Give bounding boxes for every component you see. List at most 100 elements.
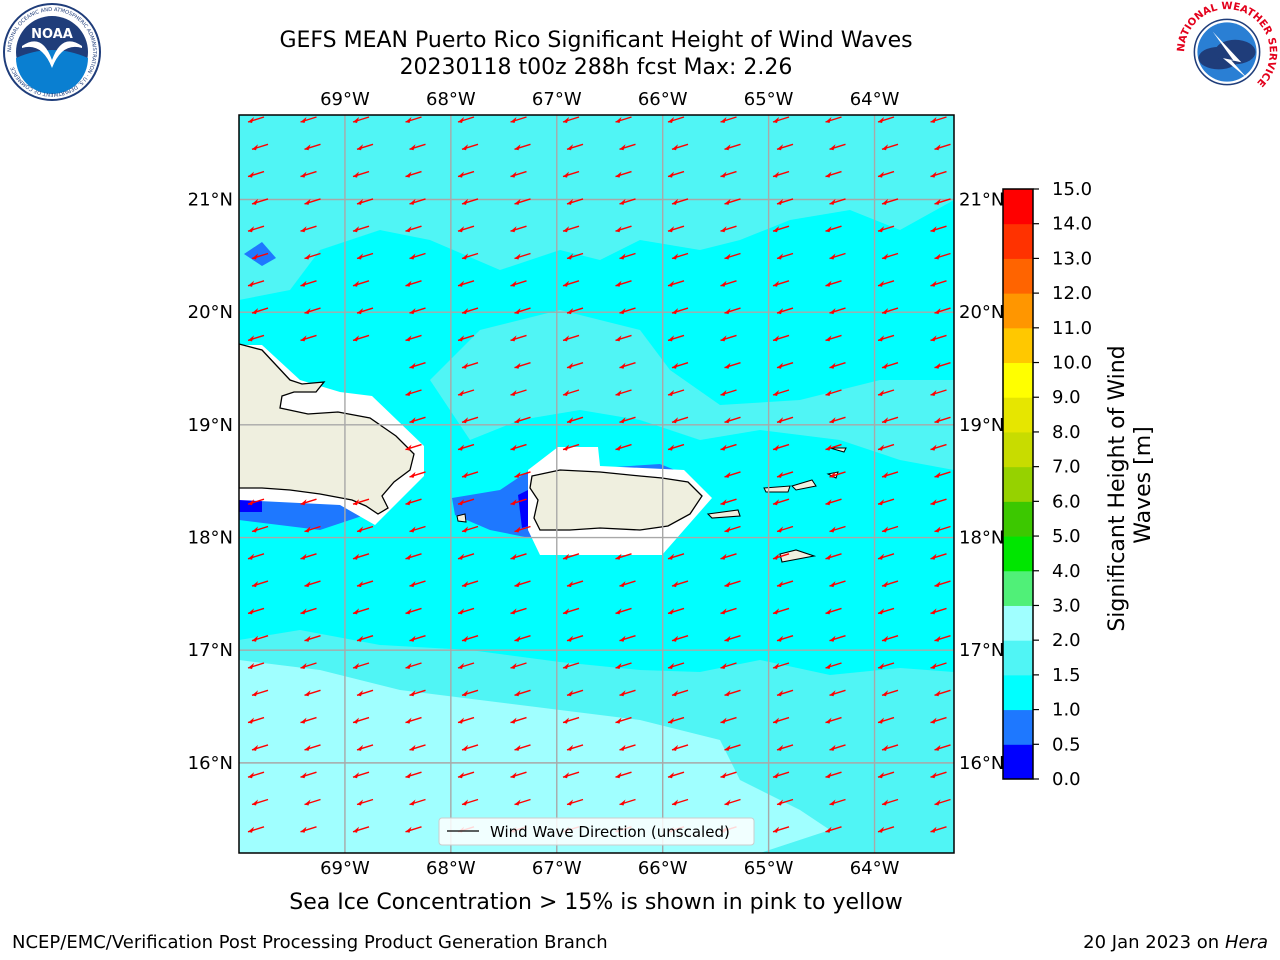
wave-direction-arrow	[776, 143, 794, 151]
wave-direction-arrow	[724, 252, 741, 260]
wave-direction-arrow	[930, 716, 947, 724]
wave-direction-arrow	[934, 635, 951, 642]
wave-direction-arrow	[457, 280, 475, 287]
wave-direction-arrow	[724, 471, 741, 478]
wave-direction-arrow	[461, 416, 479, 424]
wave-direction-arrow	[615, 716, 632, 724]
lon-tick-bottom: 68°W	[426, 858, 476, 879]
wave-direction-arrow	[247, 607, 265, 615]
wave-direction-arrow	[825, 607, 842, 615]
wave-direction-arrow	[356, 798, 374, 806]
wave-direction-arrow	[514, 471, 531, 478]
wave-direction-arrow	[251, 580, 269, 588]
wave-direction-arrow	[930, 443, 947, 451]
wave-direction-arrow	[409, 689, 426, 697]
wave-direction-arrow	[930, 662, 947, 669]
wave-direction-arrow	[619, 580, 636, 588]
colorbar-title: Significant Height of Wind Waves [m]	[1105, 338, 1156, 631]
wave-direction-arrow	[510, 443, 527, 451]
wave-direction-arrow	[877, 607, 895, 615]
wave-direction-arrow	[247, 498, 265, 506]
wave-direction-arrow	[251, 143, 269, 151]
colorbar-swatch	[1003, 709, 1033, 745]
wave-direction-arrow	[251, 744, 269, 751]
wave-direction-arrow	[247, 771, 265, 779]
wave-direction-arrow	[720, 280, 737, 287]
wave-direction-arrow	[615, 771, 632, 779]
wave-direction-arrow	[457, 662, 475, 669]
wave-direction-arrow	[934, 307, 951, 315]
wave-direction-arrow	[304, 689, 321, 697]
wave-direction-arrow	[667, 280, 685, 287]
wave-direction-arrow	[247, 225, 265, 233]
wave-direction-arrow	[251, 635, 269, 642]
wave-direction-arrow	[671, 744, 689, 751]
wave-direction-arrow	[566, 580, 584, 588]
wave-direction-arrow	[619, 362, 636, 369]
wave-direction-arrow	[772, 443, 790, 451]
wave-direction-arrow	[562, 607, 580, 615]
wave-direction-arrow	[251, 307, 269, 315]
wave-direction-arrow	[300, 826, 317, 833]
wave-direction-arrow	[510, 389, 527, 396]
wave-direction-arrow	[881, 744, 899, 751]
wave-direction-arrow	[772, 116, 790, 123]
wave-direction-arrow	[776, 635, 794, 642]
wave-direction-arrow	[405, 389, 422, 396]
wave-direction-arrow	[825, 662, 842, 669]
wave-direction-arrow	[724, 525, 741, 533]
colorbar-tick-label: 0.0	[1052, 769, 1081, 790]
wave-direction-arrow	[562, 443, 580, 451]
lon-tick-bottom: 67°W	[532, 858, 582, 879]
wave-direction-arrow	[562, 716, 580, 724]
wave-direction-arrow	[877, 553, 895, 560]
wave-direction-arrow	[514, 362, 531, 369]
wave-direction-arrow	[304, 307, 321, 315]
colorbar-swatch	[1003, 362, 1033, 398]
wave-direction-arrow	[829, 471, 846, 478]
wave-direction-arrow	[881, 798, 899, 806]
wave-direction-arrow	[461, 198, 479, 205]
wave-direction-arrow	[772, 498, 790, 506]
wave-direction-arrow	[251, 689, 269, 697]
wave-direction-arrow	[615, 116, 632, 123]
wave-direction-arrow	[776, 362, 794, 369]
wave-direction-arrow	[829, 307, 846, 315]
colorbar-frame	[1002, 188, 1034, 780]
wave-direction-arrow	[566, 798, 584, 806]
wave-direction-arrow	[881, 198, 899, 205]
wave-direction-arrow	[300, 662, 317, 669]
wave-direction-arrow	[776, 252, 794, 260]
wave-direction-arrow	[247, 116, 265, 123]
wave-direction-arrow	[667, 662, 685, 669]
colorbar-tick-label: 10.0	[1052, 353, 1092, 374]
wave-direction-arrow	[304, 198, 321, 205]
wave-direction-arrow	[934, 744, 951, 751]
wave-direction-arrow	[934, 198, 951, 205]
wave-direction-arrow	[615, 389, 632, 396]
lon-tick-top: 68°W	[426, 89, 476, 110]
wave-direction-arrow	[934, 525, 951, 533]
wave-direction-arrow	[562, 170, 580, 178]
colorbar-tick-label: 15.0	[1052, 179, 1092, 200]
wave-direction-arrow	[300, 170, 317, 178]
wave-direction-arrow	[562, 771, 580, 779]
wave-direction-arrow	[829, 362, 846, 369]
wave-direction-arrow	[615, 607, 632, 615]
wave-direction-arrow	[881, 143, 899, 151]
wave-direction-arrow	[829, 198, 846, 205]
wave-direction-arrow	[510, 116, 527, 123]
wave-direction-arrow	[566, 252, 584, 260]
wave-direction-arrow	[877, 662, 895, 669]
wind-wave-direction-arrows	[247, 116, 951, 833]
wave-direction-arrow	[304, 525, 321, 533]
wave-direction-arrow	[510, 553, 527, 560]
wave-direction-arrow	[405, 662, 422, 669]
wave-direction-arrow	[667, 771, 685, 779]
wave-direction-arrow	[724, 416, 741, 424]
wave-direction-arrow	[776, 525, 794, 533]
lon-tick-top: 66°W	[638, 89, 688, 110]
wave-direction-arrow	[405, 334, 422, 342]
wave-direction-arrow	[566, 744, 584, 751]
wave-direction-arrow	[829, 143, 846, 151]
